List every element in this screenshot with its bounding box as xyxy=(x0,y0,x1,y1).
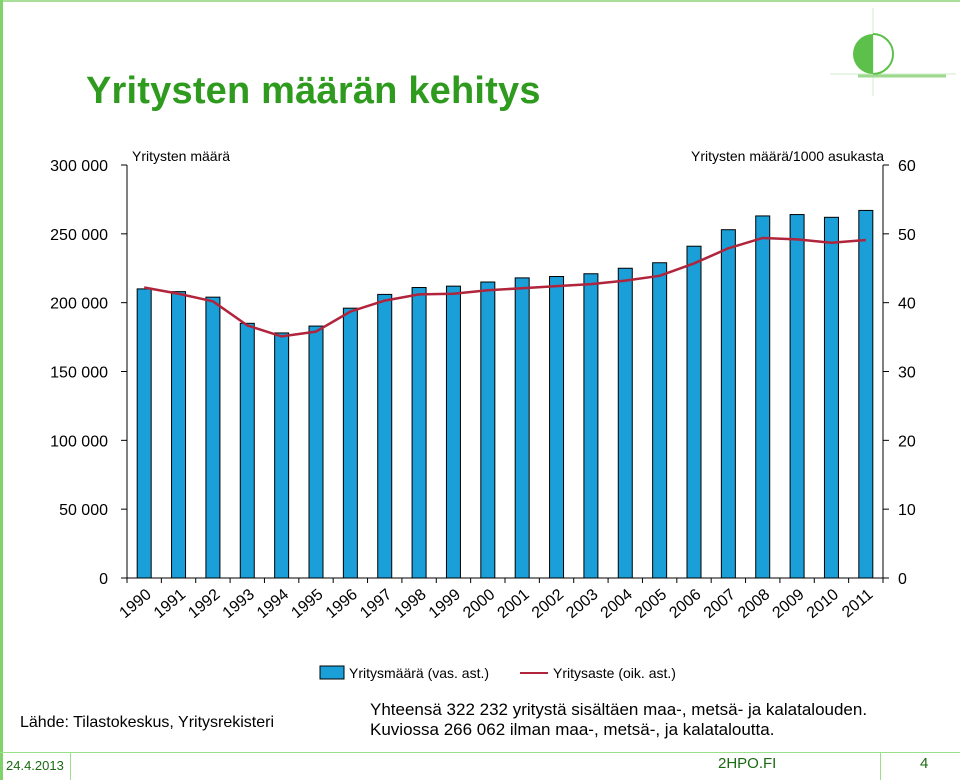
left-tick-label: 100 000 xyxy=(50,433,108,450)
left-axis-title: Yritysten määrä xyxy=(132,148,230,164)
right-tick-label: 60 xyxy=(898,158,916,175)
left-tick-label: 300 000 xyxy=(50,158,108,175)
x-tick-label: 1997 xyxy=(357,586,395,622)
right-tick-label: 30 xyxy=(898,365,916,382)
top-accent-line xyxy=(0,0,960,2)
x-tick-label: 1999 xyxy=(426,586,464,622)
x-tick-label: 2011 xyxy=(839,586,876,621)
page-number: 4 xyxy=(920,755,929,772)
x-tick-label: 2008 xyxy=(735,586,773,622)
x-tick-label: 2003 xyxy=(563,586,601,622)
x-tick-label: 2007 xyxy=(701,586,739,622)
x-tick-label: 2009 xyxy=(769,586,807,622)
x-tick-label: 1994 xyxy=(254,586,292,622)
bar xyxy=(686,245,702,579)
bar-series xyxy=(136,209,874,579)
legend-bar-swatch xyxy=(319,665,345,680)
right-tick-label: 20 xyxy=(898,433,916,450)
bar xyxy=(858,209,874,579)
left-tick-label: 250 000 xyxy=(50,227,108,244)
bar xyxy=(377,293,393,579)
bar xyxy=(480,281,496,579)
left-tick-label: 0 xyxy=(99,571,108,588)
x-tick-label: 1991 xyxy=(151,586,189,622)
bar xyxy=(652,262,668,579)
bar xyxy=(342,307,358,579)
line-series xyxy=(143,236,866,338)
bar xyxy=(549,276,565,579)
y-axis-labels: 0 0 50 000 10 100 000 20 150 000 30 200 000 40 250… xyxy=(50,148,916,588)
legend-bar-label: Yritysmäärä (vas. ast.) xyxy=(349,665,489,681)
bar xyxy=(583,273,599,579)
right-tick-label: 40 xyxy=(898,296,916,313)
x-tick-label: 1995 xyxy=(288,586,326,622)
bar xyxy=(171,291,187,579)
bar xyxy=(308,325,324,579)
page-title: Yritysten määrän kehitys xyxy=(86,70,541,112)
x-tick-label: 1993 xyxy=(220,586,258,622)
x-tick-label: 2001 xyxy=(495,586,533,622)
bar xyxy=(136,288,152,579)
footer-divider xyxy=(880,752,881,780)
x-tick-label: 2004 xyxy=(598,586,636,622)
x-tick-label: 1992 xyxy=(185,586,223,622)
bar xyxy=(274,332,290,579)
x-tick-label: 1998 xyxy=(391,586,429,622)
company-logo-icon xyxy=(830,8,956,96)
right-tick-label: 10 xyxy=(898,502,916,519)
left-tick-label: 150 000 xyxy=(50,365,108,382)
source-text: Lähde: Tilastokeskus, Yritysrekisteri xyxy=(20,714,275,731)
note-line-1: Yhteensä 322 232 yritystä sisältäen maa-… xyxy=(370,700,868,719)
bar xyxy=(823,216,839,579)
note-line-2: Kuviossa 266 062 ilman maa-, metsä-, ja … xyxy=(370,720,775,739)
footer-site: 2HPO.FI xyxy=(718,755,777,772)
left-accent-bar xyxy=(0,0,3,780)
bar xyxy=(445,285,461,579)
x-tick-label: 2002 xyxy=(529,586,567,622)
legend-line-label: Yritysaste (oik. ast.) xyxy=(553,665,676,681)
right-tick-label: 50 xyxy=(898,227,916,244)
x-tick-label: 1990 xyxy=(117,586,155,622)
bar xyxy=(411,287,427,579)
x-tick-label: 2006 xyxy=(666,586,704,622)
chart-axes xyxy=(121,164,889,583)
bar xyxy=(720,229,736,579)
combo-chart: 1990199119921993199419951996199719981999… xyxy=(50,148,916,681)
x-tick-label: 2005 xyxy=(632,586,670,622)
note-text: Yhteensä 322 232 yritystä sisältäen maa-… xyxy=(370,700,867,740)
footer xyxy=(0,752,960,781)
bar xyxy=(514,277,530,579)
left-tick-label: 200 000 xyxy=(50,296,108,313)
x-tick-label: 2000 xyxy=(460,586,498,622)
right-tick-label: 0 xyxy=(898,571,907,588)
bar xyxy=(617,267,633,579)
footer-date: 24.4.2013 xyxy=(6,758,64,773)
x-tick-label: 1996 xyxy=(323,586,361,622)
rate-line xyxy=(143,236,866,338)
right-axis-title: Yritysten määrä/1000 asukasta xyxy=(691,148,884,164)
left-tick-label: 50 000 xyxy=(59,502,108,519)
bar xyxy=(789,214,805,579)
bar xyxy=(239,322,255,579)
bar xyxy=(205,296,221,579)
footer-divider xyxy=(70,752,71,780)
x-tick-label: 2010 xyxy=(804,586,842,622)
x-axis-labels: 1990199119921993199419951996199719981999… xyxy=(117,586,877,622)
chart-legend: Yritysmäärä (vas. ast.) Yritysaste (oik. … xyxy=(319,665,676,681)
bar xyxy=(755,215,771,579)
